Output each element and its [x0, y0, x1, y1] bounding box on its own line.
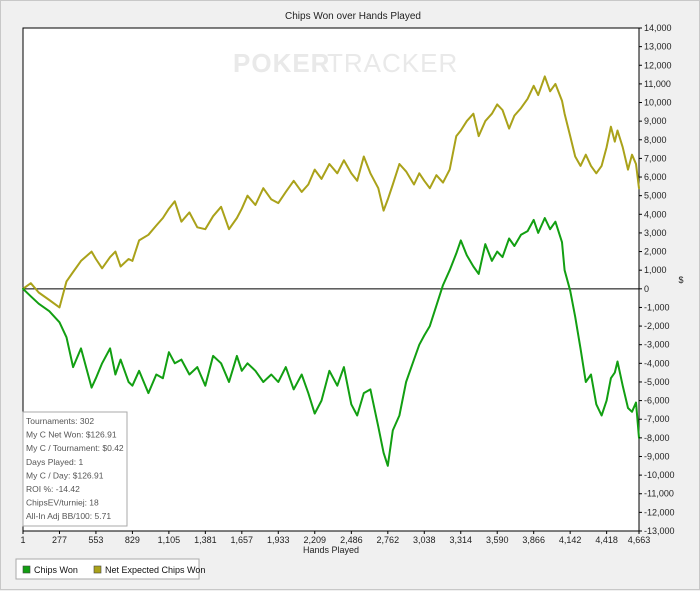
- stats-line: My C / Day: $126.91: [26, 470, 104, 480]
- x-tick-label: 277: [52, 535, 67, 545]
- y-tick-label: -11,000: [644, 489, 674, 499]
- x-axis-label: Hands Played: [303, 545, 359, 555]
- y-tick-label: -7,000: [644, 414, 670, 424]
- stats-box-background: [22, 411, 128, 527]
- legend-box: [15, 558, 200, 580]
- y-tick-label: 11,000: [644, 79, 671, 89]
- stats-line: Days Played: 1: [26, 457, 83, 467]
- y-axis-unit-label: $: [678, 275, 683, 285]
- y-tick-label: 6,000: [644, 172, 667, 182]
- y-tick-label: 9,000: [644, 116, 667, 126]
- y-tick-label: 8,000: [644, 135, 667, 145]
- y-tick-label: 4,000: [644, 209, 667, 219]
- legend-swatch-chips-won: [22, 565, 31, 574]
- y-axis-ticks: 14,000 13,000 12,000 11,000 10,000 9,000 8,000…: [639, 23, 675, 536]
- x-tick-label: 4,142: [559, 535, 582, 545]
- x-tick-label: 2,486: [340, 535, 363, 545]
- y-tick-label: -8,000: [644, 433, 670, 443]
- x-tick-label: 1: [20, 535, 25, 545]
- stats-line: My C Net Won: $126.91: [26, 430, 117, 440]
- stats-line: Tournaments: 302: [26, 416, 94, 426]
- watermark: POKER TRACKER: [233, 48, 458, 78]
- y-tick-label: -13,000: [644, 526, 675, 536]
- legend-label-net-expected: Net Expected Chips Won: [105, 565, 205, 575]
- y-tick-label: -9,000: [644, 451, 670, 461]
- y-tick-label: 14,000: [644, 23, 672, 33]
- legend-swatch-net-expected: [93, 565, 102, 574]
- x-tick-label: 2,762: [377, 535, 400, 545]
- legend: Chips Won Net Expected Chips Won: [15, 558, 205, 580]
- y-tick-label: -3,000: [644, 340, 670, 350]
- y-tick-label: 7,000: [644, 153, 667, 163]
- stats-line: All-In Adj BB/100: 5.71: [26, 511, 111, 521]
- legend-label-chips-won: Chips Won: [34, 565, 78, 575]
- x-tick-label: 3,314: [449, 535, 472, 545]
- watermark-poker-text: POKER: [233, 48, 330, 78]
- y-tick-label: 12,000: [644, 60, 672, 70]
- x-tick-label: 1,105: [158, 535, 181, 545]
- y-tick-label: -5,000: [644, 377, 670, 387]
- series-line-chips-won: [22, 217, 640, 467]
- x-tick-label: 4,418: [595, 535, 618, 545]
- x-tick-label: 553: [88, 535, 103, 545]
- x-tick-label: 3,590: [486, 535, 509, 545]
- stats-line: ROI %: -14.42: [26, 484, 80, 494]
- y-tick-label: 3,000: [644, 228, 667, 238]
- y-tick-label: -2,000: [644, 321, 670, 331]
- stats-line: ChipsEV/turniej: 18: [26, 498, 99, 508]
- y-tick-label: -10,000: [644, 470, 675, 480]
- x-tick-label: 3,038: [413, 535, 436, 545]
- y-tick-label: -12,000: [644, 507, 675, 517]
- x-tick-label: 1,381: [194, 535, 217, 545]
- x-tick-label: 2,209: [303, 535, 326, 545]
- stats-box: Tournaments: 302 My C Net Won: $126.91 My …: [22, 411, 128, 527]
- y-tick-label: -6,000: [644, 396, 670, 406]
- series-line-net-expected: [22, 75, 640, 309]
- x-tick-label: 1,933: [267, 535, 290, 545]
- y-tick-label: 13,000: [644, 42, 672, 52]
- watermark-tracker-text: TRACKER: [327, 48, 458, 78]
- y-tick-label: 2,000: [644, 247, 667, 257]
- y-tick-label: -4,000: [644, 358, 670, 368]
- x-tick-label: 829: [125, 535, 140, 545]
- x-tick-label: 3,866: [522, 535, 545, 545]
- x-axis-ticks: 1 277 553 829 1,105 1,381 1,657 1,933 2,209 2,486…: [20, 531, 650, 545]
- y-tick-label: 10,000: [644, 98, 672, 108]
- stats-line: My C / Tournament: $0.42: [26, 443, 124, 453]
- y-tick-label: 5,000: [644, 191, 667, 201]
- series-lines: [22, 75, 640, 467]
- chart-title: Chips Won over Hands Played: [285, 11, 421, 22]
- y-tick-label: 1,000: [644, 265, 667, 275]
- x-tick-label: 1,657: [231, 535, 254, 545]
- x-tick-label: 4,663: [628, 535, 651, 545]
- y-tick-label: -1,000: [644, 302, 670, 312]
- y-tick-label: 0: [644, 284, 649, 294]
